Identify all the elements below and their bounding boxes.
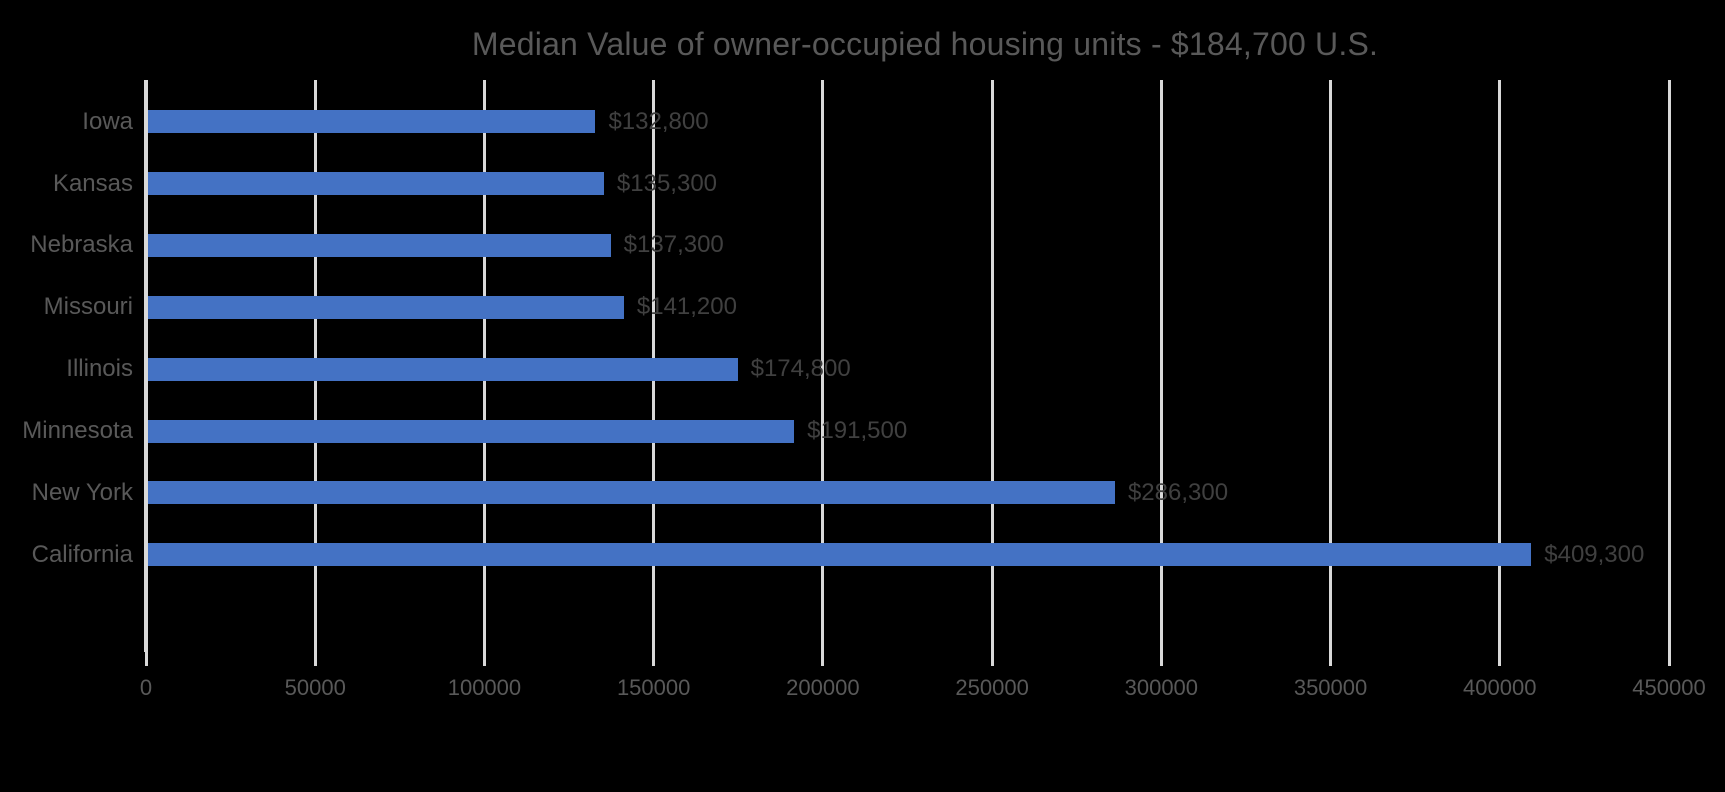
bar-value-label: $286,300 — [1127, 478, 1229, 506]
gridline — [1498, 80, 1502, 652]
bar-value-label: $174,800 — [750, 355, 851, 383]
bar-new-york — [148, 481, 1115, 505]
x-axis-tick-mark — [990, 652, 994, 666]
bar-california — [148, 543, 1532, 567]
bar-value-label: $135,300 — [616, 169, 718, 197]
value-axis-line — [144, 80, 148, 652]
category-label: Minnesota — [22, 417, 133, 444]
category-label: Missouri — [43, 293, 133, 321]
category-label: Nebraska — [30, 231, 133, 259]
x-axis-tick-mark — [1498, 652, 1502, 666]
category-label: Illinois — [66, 355, 133, 383]
gridline — [1667, 80, 1671, 652]
x-axis-tick-label: 250000 — [955, 675, 1029, 700]
bar-kansas — [148, 172, 604, 196]
x-axis-tick-mark — [313, 652, 317, 666]
category-label: Kansas — [52, 169, 133, 197]
x-axis-tick-mark — [1159, 652, 1163, 666]
bar-value-label: $132,800 — [608, 107, 709, 135]
x-axis-tick-label: 300000 — [1124, 675, 1199, 700]
x-axis-tick-label: 150000 — [616, 675, 691, 700]
x-axis-tick-mark — [1329, 652, 1333, 666]
gridline — [821, 80, 825, 652]
bar-nebraska — [148, 233, 611, 257]
gridline — [1329, 80, 1333, 652]
x-axis-tick-label: 450000 — [1632, 675, 1706, 700]
x-axis-tick-label: 350000 — [1293, 675, 1368, 700]
x-axis-tick-label: 400000 — [1463, 675, 1537, 700]
bar-value-label: $137,300 — [623, 231, 724, 259]
gridline — [1159, 80, 1163, 652]
gridline — [990, 80, 994, 652]
category-label: New York — [31, 478, 133, 506]
x-axis-tick-mark — [144, 652, 148, 666]
x-axis-tick-label: 50000 — [284, 675, 346, 700]
bar-illinois — [148, 357, 738, 381]
bar-iowa — [148, 110, 596, 134]
bar-value-label: $409,300 — [1544, 540, 1645, 568]
category-label: California — [31, 540, 133, 568]
x-axis-tick-label: 200000 — [786, 675, 860, 700]
category-label: Iowa — [82, 107, 133, 135]
bar-value-label: $141,200 — [636, 293, 737, 321]
chart-title: Median Value of owner-occupied housing u… — [471, 26, 1379, 62]
x-axis-tick-mark — [482, 652, 486, 666]
x-axis-tick-mark — [1667, 652, 1671, 666]
bar-minnesota — [148, 419, 795, 443]
x-axis-tick-label: 100000 — [447, 675, 522, 700]
x-axis-tick-mark — [821, 652, 825, 666]
bar-missouri — [148, 295, 624, 319]
x-axis-tick-mark — [652, 652, 656, 666]
x-axis-tick-label: 0 — [139, 675, 153, 700]
bar-value-label: $191,500 — [807, 417, 908, 444]
